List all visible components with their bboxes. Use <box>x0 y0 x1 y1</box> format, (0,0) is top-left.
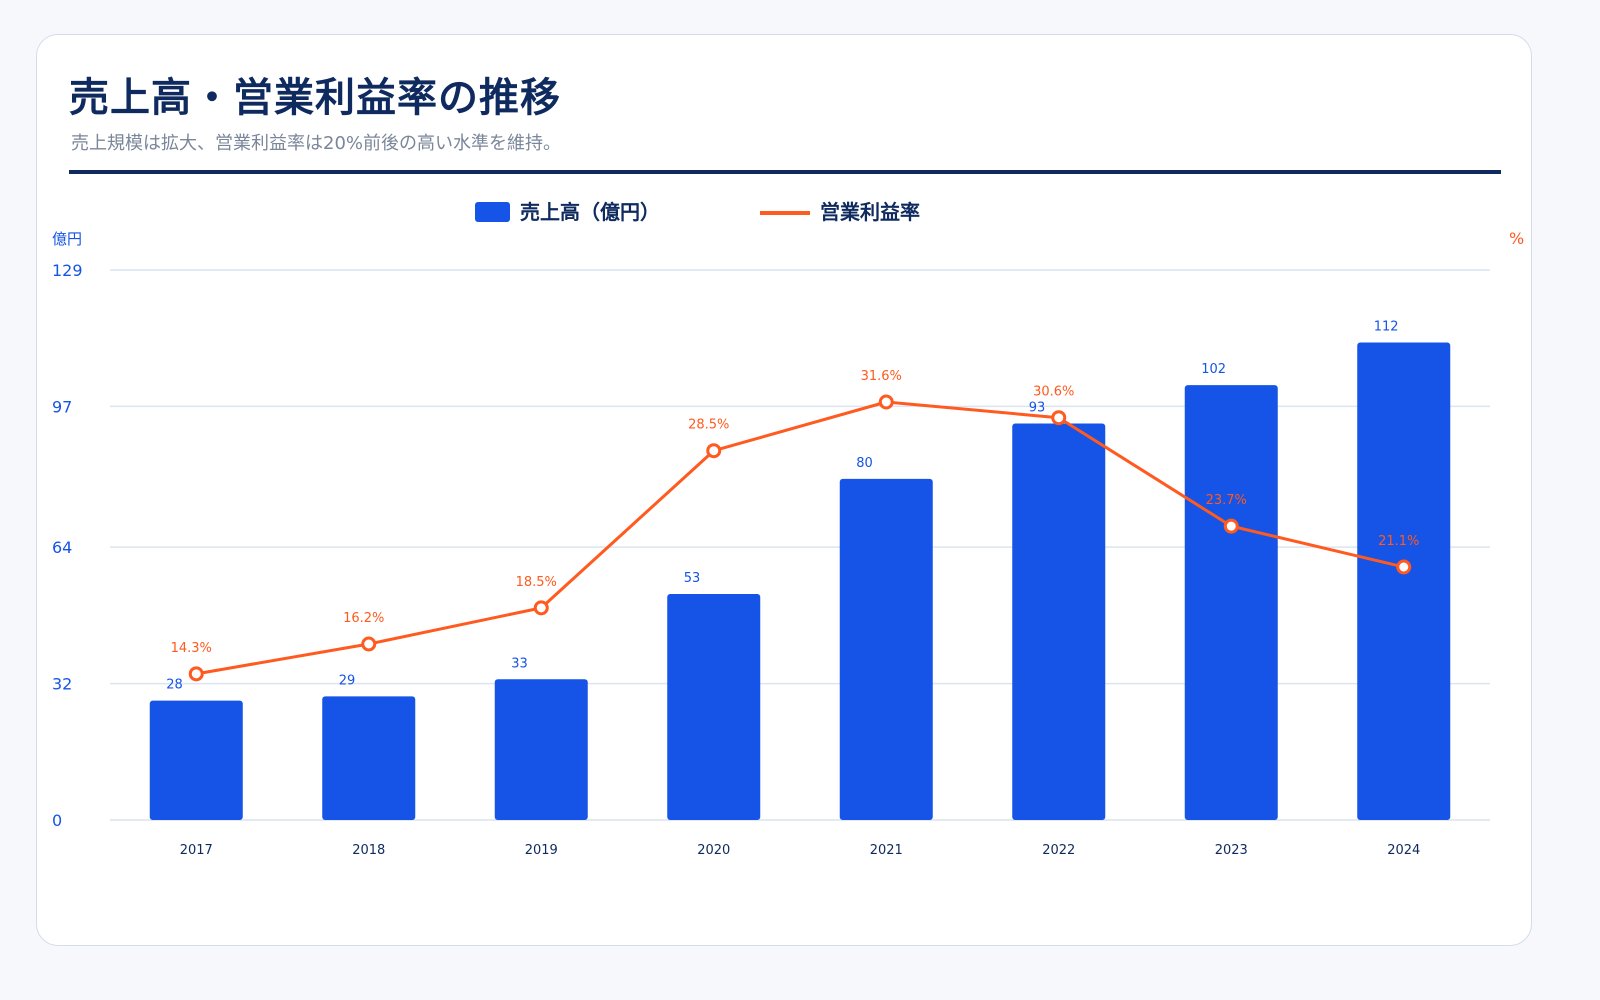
margin-line <box>188 394 1412 682</box>
margin-value-label: 28.5% <box>688 418 729 433</box>
margin-value-label: 31.6% <box>861 369 902 384</box>
chart-card: 売上高・営業利益率の推移 売上規模は拡大、営業利益率は20%前後の高い水準を維持… <box>36 34 1532 946</box>
margin-point-2019 <box>533 600 549 616</box>
legend-label-sales: 売上高（億円） <box>520 200 660 224</box>
margin-point-2021 <box>878 394 894 410</box>
bar-value-label: 93 <box>1029 400 1046 415</box>
margin-point-2024 <box>1396 559 1412 575</box>
bar-value-label: 102 <box>1201 362 1226 377</box>
y-tick-label: 64 <box>52 538 72 557</box>
right-axis-unit: % <box>1509 229 1524 248</box>
bar-value-label: 29 <box>339 673 356 688</box>
page-title: 売上高・営業利益率の推移 <box>69 75 561 121</box>
margin-point-2018 <box>361 636 377 652</box>
legend-label-margin: 営業利益率 <box>820 200 920 224</box>
bar-2024 <box>1357 342 1451 820</box>
margin-value-label: 23.7% <box>1206 493 1247 508</box>
margin-value-label: 18.5% <box>516 575 557 590</box>
bar-value-label: 53 <box>684 571 701 586</box>
x-tick-label: 2023 <box>1215 843 1248 858</box>
left-axis-ticks: 0 32 64 97 129 <box>52 261 83 830</box>
legend: 売上高（億円） 営業利益率 <box>475 200 920 224</box>
y-tick-label: 32 <box>52 675 72 694</box>
margin-value-label: 21.1% <box>1378 534 1419 549</box>
x-tick-label: 2024 <box>1387 843 1420 858</box>
bar-2023 <box>1184 385 1278 820</box>
bar-value-label: 28 <box>166 678 183 693</box>
y-tick-label: 0 <box>52 811 62 830</box>
margin-labels: 14.3% 16.2% 18.5% 28.5% 31.6% 30.6% 23.7% 21.1% <box>171 369 1420 656</box>
x-tick-label: 2019 <box>525 843 558 858</box>
bar-value-labels: 28 29 33 53 80 93 102 112 <box>166 319 1398 692</box>
margin-value-label: 30.6% <box>1033 385 1074 400</box>
bar-value-label: 33 <box>511 656 528 671</box>
y-tick-label: 97 <box>52 397 72 416</box>
bar-2021 <box>839 478 933 820</box>
margin-point-2017 <box>188 666 204 682</box>
x-tick-label: 2022 <box>1042 843 1075 858</box>
bar-2020 <box>667 594 761 820</box>
margin-point-2023 <box>1223 518 1239 534</box>
page-subtitle: 売上規模は拡大、営業利益率は20%前後の高い水準を維持。 <box>71 133 562 154</box>
x-axis-labels: 2017 2018 2019 2020 2021 2022 2023 2024 <box>180 843 1421 858</box>
left-axis-unit: 億円 <box>52 230 82 248</box>
title-divider <box>69 170 1501 174</box>
legend-swatch-sales <box>475 202 510 222</box>
gridlines <box>110 269 1490 821</box>
bar-2019 <box>494 679 588 820</box>
bar-2017 <box>149 700 243 820</box>
bar-2018 <box>322 696 416 820</box>
x-tick-label: 2017 <box>180 843 213 858</box>
bar-2022 <box>1012 423 1106 820</box>
x-tick-label: 2021 <box>870 843 903 858</box>
margin-value-label: 14.3% <box>171 641 212 656</box>
margin-value-label: 16.2% <box>343 611 384 626</box>
bars <box>149 342 1451 820</box>
margin-point-2022 <box>1051 410 1067 426</box>
bar-value-label: 112 <box>1374 319 1399 334</box>
bar-value-label: 80 <box>856 456 873 471</box>
x-tick-label: 2018 <box>352 843 385 858</box>
margin-line-path <box>195 400 1405 676</box>
x-tick-label: 2020 <box>697 843 730 858</box>
margin-point-2020 <box>706 443 722 459</box>
y-tick-label: 129 <box>52 261 83 280</box>
